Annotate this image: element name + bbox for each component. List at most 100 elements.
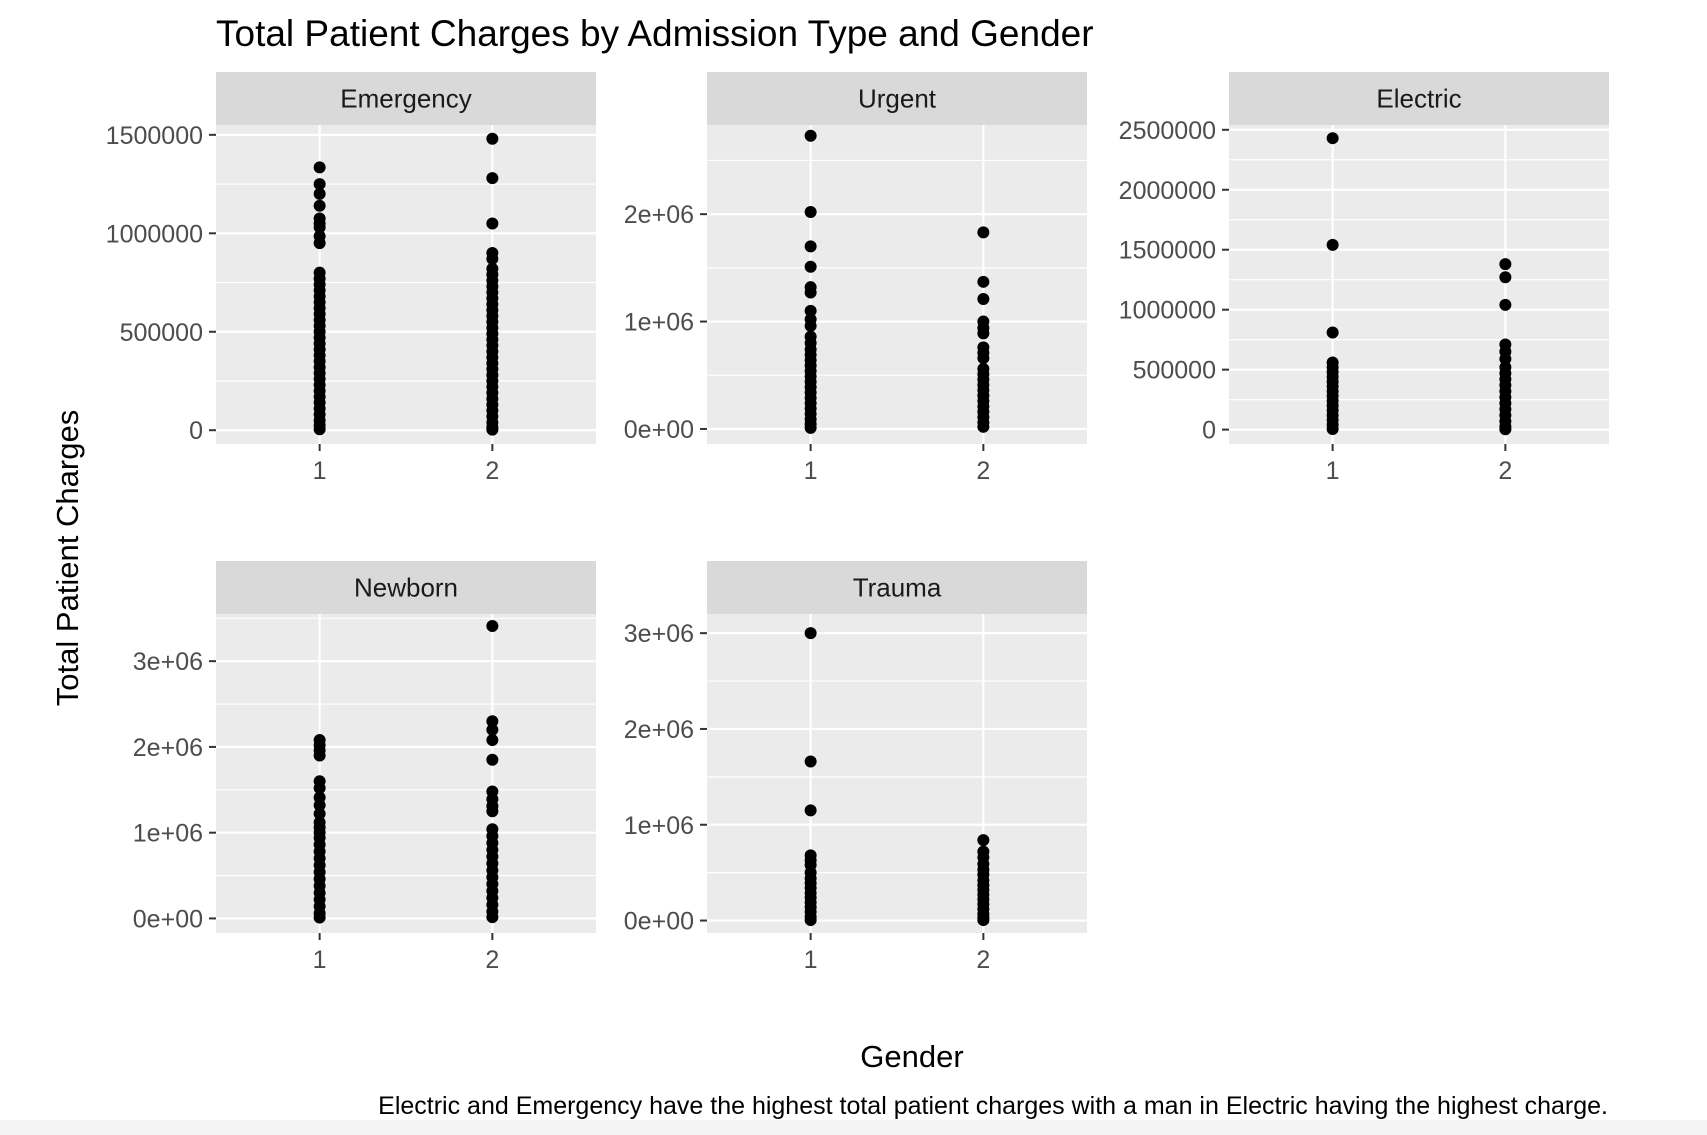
data-point xyxy=(313,423,326,436)
panel-urgent: Urgent 0e+00 1e+06 2e+06 1 2 xyxy=(624,72,1087,485)
data-point xyxy=(313,911,326,924)
x-tick-label: 1 xyxy=(313,457,327,485)
y-tick-label: 2500000 xyxy=(1119,117,1216,145)
data-point xyxy=(804,319,817,332)
data-point xyxy=(486,715,499,728)
plot-background xyxy=(216,125,596,444)
plot-background xyxy=(216,614,596,933)
y-tick-label: 500000 xyxy=(120,319,203,347)
x-tick-label: 2 xyxy=(976,946,990,974)
data-point xyxy=(313,187,326,200)
data-point xyxy=(313,199,326,212)
y-tick-label: 0 xyxy=(189,417,203,445)
data-point xyxy=(804,421,817,434)
x-tick-label: 1 xyxy=(1326,457,1340,485)
panel-electric: Electric 0 500000 1000000 1500000 2000000 2500… xyxy=(1119,72,1609,485)
chart-caption: Electric and Emergency have the highest … xyxy=(378,1092,1608,1120)
data-point xyxy=(313,221,326,234)
data-point xyxy=(313,782,326,795)
y-tick-label: 2e+06 xyxy=(624,716,694,744)
data-point xyxy=(486,252,499,265)
facet-strip xyxy=(216,72,596,125)
bottom-strip xyxy=(0,1120,1707,1135)
data-point xyxy=(486,753,499,766)
y-tick-label: 2e+06 xyxy=(133,734,203,762)
facet-strip xyxy=(1229,72,1609,125)
chart-title: Total Patient Charges by Admission Type … xyxy=(216,13,1094,54)
data-point xyxy=(313,161,326,174)
plot-background xyxy=(707,614,1087,933)
y-tick-label: 3e+06 xyxy=(133,648,203,676)
y-tick-label: 1000000 xyxy=(1119,297,1216,325)
data-point xyxy=(1326,238,1339,251)
y-tick-label: 2e+06 xyxy=(624,201,694,229)
data-point xyxy=(977,275,990,288)
facet-label: Trauma xyxy=(853,573,942,603)
data-point xyxy=(1499,271,1512,284)
data-point xyxy=(977,327,990,340)
data-point xyxy=(977,293,990,305)
data-point xyxy=(486,423,499,436)
data-point xyxy=(804,627,817,640)
y-tick-label: 1500000 xyxy=(106,122,203,150)
data-point xyxy=(313,178,326,191)
data-point xyxy=(977,352,990,365)
data-point xyxy=(486,723,499,736)
y-tick-label: 0e+00 xyxy=(624,416,694,444)
facet-label: Newborn xyxy=(354,573,458,603)
data-point xyxy=(1499,298,1512,311)
y-tick-label: 0 xyxy=(1202,417,1216,445)
data-point xyxy=(804,286,817,299)
data-point xyxy=(977,226,990,239)
facet-label: Electric xyxy=(1376,84,1461,114)
panel-newborn: Newborn 0e+00 1e+06 2e+06 3e+06 1 2 xyxy=(133,561,596,974)
data-point xyxy=(1326,132,1339,145)
data-point xyxy=(1326,326,1339,339)
data-point xyxy=(1499,258,1512,271)
y-tick-label: 0e+00 xyxy=(133,905,203,933)
x-tick-label: 1 xyxy=(804,457,818,485)
data-point xyxy=(486,734,499,747)
data-point xyxy=(486,911,499,924)
facet-strip xyxy=(216,561,596,614)
facet-label: Emergency xyxy=(340,84,472,114)
data-point xyxy=(1499,423,1512,436)
data-point xyxy=(486,805,499,818)
y-tick-label: 2000000 xyxy=(1119,177,1216,205)
facet-strip xyxy=(707,561,1087,614)
data-point xyxy=(804,240,817,253)
data-point xyxy=(313,749,326,762)
x-tick-label: 2 xyxy=(1498,457,1512,485)
x-axis-title: Gender xyxy=(860,1039,963,1074)
data-point xyxy=(804,260,817,273)
plot-background xyxy=(707,125,1087,444)
facet-strip xyxy=(707,72,1087,125)
x-tick-label: 1 xyxy=(804,946,818,974)
data-point xyxy=(977,420,990,433)
y-axis-title: Total Patient Charges xyxy=(50,410,85,706)
data-point xyxy=(977,834,990,847)
x-tick-label: 1 xyxy=(313,946,327,974)
facet-label: Urgent xyxy=(858,84,937,114)
data-point xyxy=(1326,423,1339,436)
data-point xyxy=(804,755,817,768)
data-point xyxy=(804,914,817,927)
data-point xyxy=(1499,352,1512,365)
data-point xyxy=(486,132,499,145)
data-point xyxy=(804,304,817,317)
data-point xyxy=(804,206,817,218)
y-tick-label: 500000 xyxy=(1133,357,1216,385)
data-point xyxy=(313,237,326,250)
y-tick-label: 1500000 xyxy=(1119,237,1216,265)
data-point xyxy=(313,807,326,820)
data-point xyxy=(977,914,990,927)
data-point xyxy=(486,217,499,230)
data-point xyxy=(486,172,499,185)
x-tick-label: 2 xyxy=(485,946,499,974)
data-point xyxy=(804,129,817,142)
y-tick-label: 1000000 xyxy=(106,220,203,248)
y-tick-label: 3e+06 xyxy=(624,620,694,648)
panel-trauma: Trauma 0e+00 1e+06 2e+06 3e+06 1 2 xyxy=(624,561,1087,974)
